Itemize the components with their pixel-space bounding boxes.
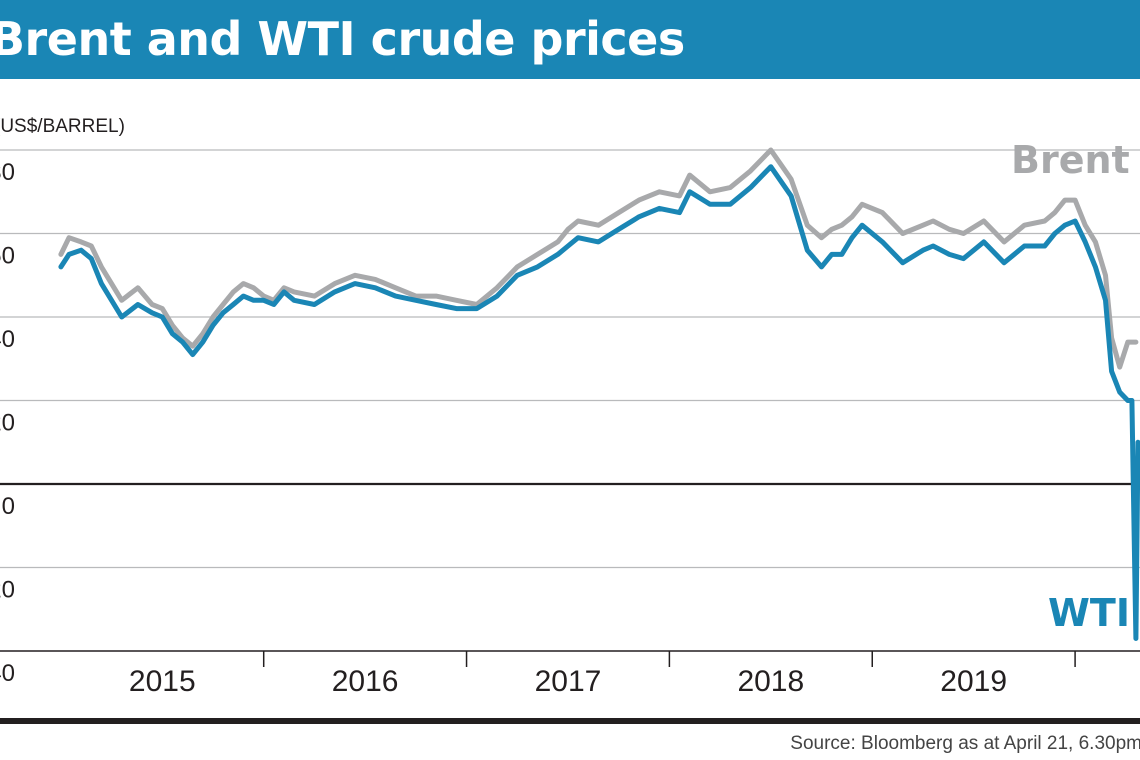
series-label-brent: Brent [1011, 138, 1130, 182]
y-tick-label: 0 [2, 493, 15, 520]
x-tick-label: 2019 [940, 665, 1007, 698]
x-tick-label: 2016 [332, 665, 399, 698]
x-tick-label: 2018 [737, 665, 804, 698]
y-tick-label: 40 [0, 326, 15, 353]
x-tick-label: 2017 [535, 665, 602, 698]
y-tick-label: -40 [0, 660, 15, 687]
title-bar: Brent and WTI crude prices [0, 0, 1140, 79]
source-note: Source: Bloomberg as at April 21, 6.30pm [790, 733, 1140, 754]
series-line-wti [58, 164, 1140, 641]
y-tick-label: 80 [0, 159, 15, 186]
series-label-wti: WTI [1048, 591, 1130, 635]
footer-rule [0, 718, 1140, 724]
y-tick-label: 20 [0, 410, 15, 437]
y-tick-label: -20 [0, 577, 15, 604]
series-line-brent [58, 147, 1139, 370]
y-axis-unit-label: (US$/BARREL) [0, 116, 125, 137]
x-tick-label: 2015 [129, 665, 196, 698]
chart-title: Brent and WTI crude prices [0, 12, 685, 66]
y-tick-label: 60 [0, 243, 15, 270]
